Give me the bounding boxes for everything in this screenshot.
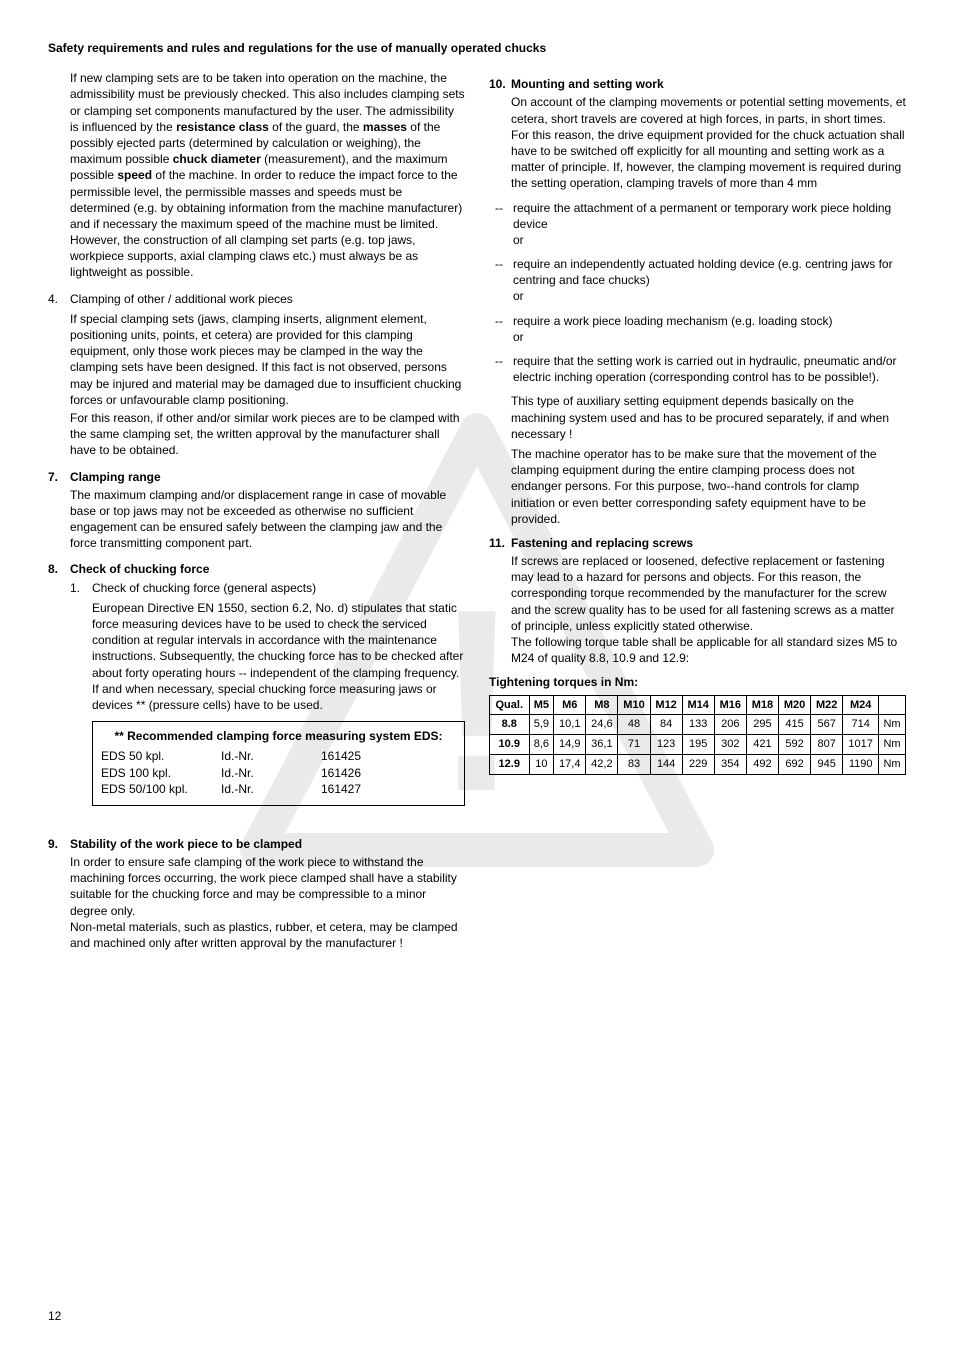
item-4: 4. Clamping of other / additional work p…: [48, 291, 465, 307]
para-10d: The machine operator has to be make sure…: [511, 446, 906, 527]
dash-item: -- require an independently actuated hol…: [495, 256, 906, 305]
heading-clamping-range: 7. Clamping range: [48, 469, 465, 485]
para-8-1b: If and when necessary, special chucking …: [92, 681, 465, 713]
eds-row: EDS 50/100 kpl. Id.-Nr. 161427: [101, 781, 456, 797]
right-column: 10. Mounting and setting work On account…: [489, 70, 906, 951]
dash-item: -- require a work piece loading mechanis…: [495, 313, 906, 345]
table-row: 10.9 8,6 14,9 36,1 71 123 195 302 421 59…: [490, 735, 906, 755]
eds-title: ** Recommended clamping force measuring …: [101, 728, 456, 744]
para-clamping-sets: If new clamping sets are to be taken int…: [70, 70, 465, 280]
heading-fastening: 11. Fastening and replacing screws: [489, 535, 906, 551]
para-8-1a: European Directive EN 1550, section 6.2,…: [92, 600, 465, 681]
torque-table: Qual. M5 M6 M8 M10 M12 M14 M16 M18 M20 M…: [489, 695, 906, 775]
para-11b: The following torque table shall be appl…: [511, 634, 906, 666]
table-row: 8.8 5,9 10,1 24,6 48 84 133 206 295 415 …: [490, 715, 906, 735]
table-row: 12.9 10 17,4 42,2 83 144 229 354 492 692…: [490, 755, 906, 775]
para-9a: In order to ensure safe clamping of the …: [70, 854, 465, 919]
heading-mounting: 10. Mounting and setting work: [489, 76, 906, 92]
left-column: If new clamping sets are to be taken int…: [48, 70, 465, 951]
para-special-sets-b: For this reason, if other and/or similar…: [70, 410, 465, 459]
dash-item: -- require the attachment of a permanent…: [495, 200, 906, 249]
page-number: 12: [48, 1308, 61, 1324]
heading-check-force: 8. Check of chucking force: [48, 561, 465, 577]
torque-title: Tightening torques in Nm:: [489, 674, 906, 690]
item-8-1: 1. Check of chucking force (general aspe…: [70, 580, 465, 596]
para-clamping-range: The maximum clamping and/or displacement…: [70, 487, 465, 552]
dash-item: -- require that the setting work is carr…: [495, 353, 906, 385]
para-11a: If screws are replaced or loosened, defe…: [511, 553, 906, 634]
para-10a: On account of the clamping movements or …: [511, 94, 906, 126]
para-9b: Non-metal materials, such as plastics, r…: [70, 919, 465, 951]
eds-box: ** Recommended clamping force measuring …: [92, 721, 465, 806]
eds-row: EDS 100 kpl. Id.-Nr. 161426: [101, 765, 456, 781]
page-title: Safety requirements and rules and regula…: [48, 40, 906, 56]
para-10b: For this reason, the drive equipment pro…: [511, 127, 906, 192]
table-row: Qual. M5 M6 M8 M10 M12 M14 M16 M18 M20 M…: [490, 695, 906, 715]
para-special-sets: If special clamping sets (jaws, clamping…: [70, 311, 465, 408]
eds-row: EDS 50 kpl. Id.-Nr. 161425: [101, 748, 456, 764]
para-10c: This type of auxiliary setting equipment…: [511, 393, 906, 442]
heading-stability: 9. Stability of the work piece to be cla…: [48, 836, 465, 852]
